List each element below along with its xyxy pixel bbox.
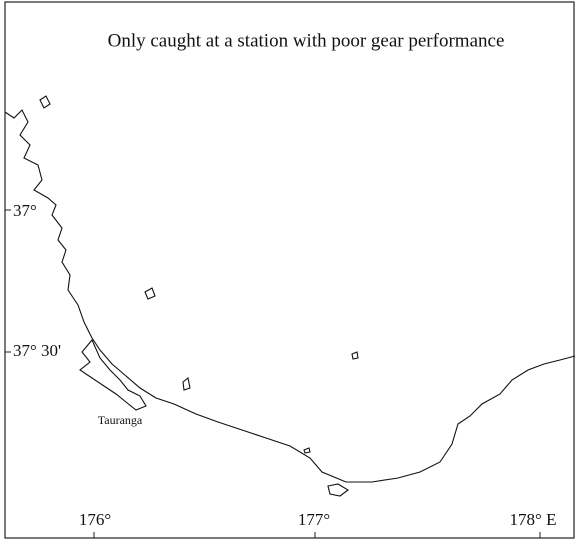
island	[182, 377, 191, 391]
coastline	[4, 109, 576, 483]
lat-label: 37° 30'	[13, 341, 61, 360]
lon-label: 178° E	[510, 510, 557, 529]
island	[351, 351, 359, 360]
harbour-coast	[79, 338, 147, 411]
island	[39, 95, 51, 109]
island	[144, 287, 156, 300]
lon-label: 176°	[79, 510, 111, 529]
lat-label: 37°	[13, 201, 37, 220]
map-frame	[4, 1, 575, 539]
place-label: Tauranga	[98, 413, 143, 427]
lon-label: 177°	[298, 510, 330, 529]
island	[327, 483, 349, 497]
map-title: Only caught at a station with poor gear …	[108, 30, 505, 51]
island	[303, 447, 311, 454]
